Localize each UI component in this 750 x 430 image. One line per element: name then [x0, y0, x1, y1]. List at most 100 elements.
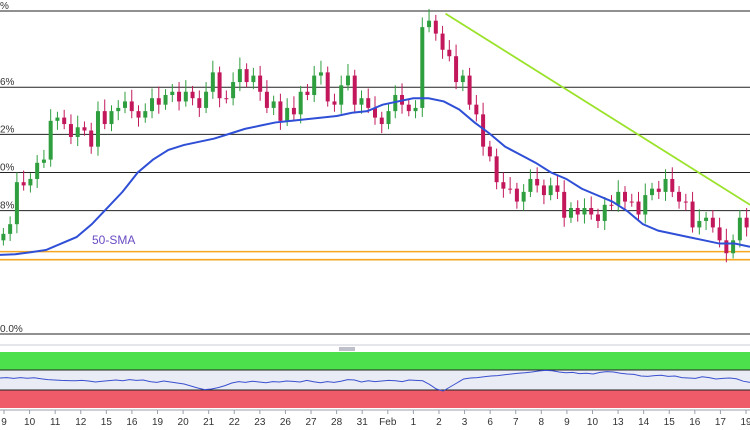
candle-body	[595, 214, 600, 221]
candle	[1, 228, 6, 246]
candle	[541, 179, 546, 205]
candle-body	[670, 178, 675, 192]
rsi-line	[0, 369, 750, 392]
candle	[514, 182, 519, 209]
candle-body	[663, 178, 668, 192]
candle-body	[650, 188, 655, 196]
candle-body	[521, 191, 526, 202]
candle	[177, 82, 182, 111]
candle	[494, 148, 499, 190]
candle-body	[366, 98, 371, 108]
candle	[595, 208, 600, 229]
date-label: 9	[1, 417, 7, 428]
candle-body	[656, 188, 661, 192]
candle-body	[481, 114, 486, 147]
candle-body	[575, 208, 580, 215]
candle	[14, 172, 19, 234]
support-zone	[0, 250, 750, 261]
candle	[616, 180, 621, 212]
candle	[305, 83, 310, 101]
candle	[690, 191, 695, 233]
candle	[731, 234, 736, 259]
date-label: 17	[715, 417, 727, 428]
candle-body	[237, 69, 242, 83]
sma-50-line	[0, 97, 750, 256]
date-label: 9	[564, 417, 570, 428]
candle-body	[95, 111, 100, 147]
candle	[82, 121, 87, 136]
panel-resize-handle[interactable]	[339, 347, 355, 351]
date-label: 8	[539, 417, 545, 428]
candle	[359, 90, 364, 114]
date-label: 20	[178, 417, 190, 428]
candle	[501, 172, 506, 198]
candle	[264, 80, 269, 114]
candle	[251, 67, 256, 90]
candle-body	[623, 191, 627, 202]
candle	[555, 175, 560, 199]
date-label: Feb	[379, 417, 397, 428]
candle-body	[170, 91, 175, 95]
candle-body	[258, 75, 263, 92]
candle	[116, 100, 121, 121]
date-label: 6	[487, 417, 493, 428]
date-axis: 9 10 11 12 15 16 19 20 21 22 23 26 27 28 31 Feb 1 2 3 6 7 8 9 1…	[0, 409, 750, 428]
candle-body	[339, 85, 344, 105]
date-label: 10	[587, 417, 599, 428]
candle-body	[737, 217, 742, 241]
candle-body	[359, 98, 364, 105]
candle-body	[541, 185, 546, 196]
date-label: 10	[24, 417, 36, 428]
fib-levels: % 6% 2% 0% 8% 0.0%	[0, 1, 750, 335]
candle	[204, 82, 209, 114]
candle	[636, 191, 641, 222]
candle-body	[609, 204, 614, 206]
candle	[298, 85, 303, 124]
candle-body	[271, 101, 276, 108]
candle	[28, 173, 33, 193]
candle-body	[440, 33, 445, 50]
price-panel: % 6% 2% 0% 8% 0.0% 50-SMA	[0, 1, 750, 335]
candle-body	[150, 98, 155, 112]
rsi-oversold-zone	[0, 390, 750, 408]
candle	[163, 89, 168, 110]
candle-body	[352, 75, 357, 105]
candle	[386, 103, 391, 130]
candle-body	[514, 188, 519, 202]
candle	[717, 217, 722, 248]
candle-body	[204, 91, 209, 108]
sma-line-group	[0, 97, 750, 256]
candle	[683, 193, 688, 211]
candle-body	[109, 111, 114, 125]
candle	[345, 63, 350, 91]
candle-body	[562, 191, 567, 218]
candle-body	[683, 201, 688, 203]
candle-body	[48, 120, 53, 160]
candle-body	[744, 217, 749, 228]
candle	[724, 228, 729, 263]
candle	[535, 167, 540, 193]
candle	[183, 80, 188, 107]
candle	[123, 91, 127, 114]
candle-body	[724, 240, 729, 254]
candle	[521, 184, 526, 211]
candle	[55, 111, 60, 130]
candle	[244, 63, 249, 88]
date-label: 23	[254, 417, 266, 428]
candle	[454, 44, 459, 90]
fib-label: %	[0, 1, 9, 12]
candle-body	[602, 204, 607, 221]
candle	[190, 85, 195, 106]
candle	[258, 65, 263, 101]
candle-body	[264, 91, 269, 108]
date-label: 13	[613, 417, 625, 428]
candle	[197, 90, 202, 117]
candle-body	[82, 127, 87, 131]
candle	[217, 66, 222, 108]
candle-body	[373, 107, 377, 118]
candle-body	[528, 178, 533, 192]
candle	[650, 182, 655, 201]
candle	[129, 89, 134, 119]
candle-body	[460, 75, 465, 83]
